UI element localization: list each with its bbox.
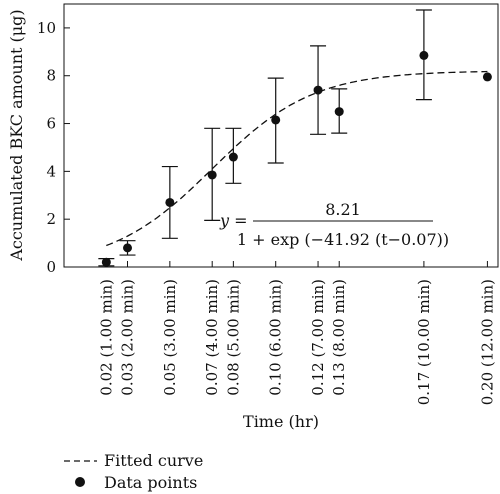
x-tick-label: 0.12 (7.00 min) [309, 279, 327, 396]
data-point [271, 115, 281, 125]
x-axis-title: Time (hr) [243, 412, 319, 431]
x-tick-label: 0.13 (8.00 min) [330, 279, 348, 396]
data-point [165, 197, 175, 207]
data-point [313, 85, 323, 95]
error-bars [98, 9, 432, 267]
y-tick-label: 8 [46, 67, 56, 85]
equation-numerator: 8.21 [325, 200, 361, 219]
y-tick-label: 6 [46, 115, 56, 133]
x-tick-label: 0.08 (5.00 min) [224, 279, 242, 396]
legend-filled-circle-icon [75, 477, 85, 487]
plot-area-frame [63, 3, 499, 268]
data-point [228, 152, 238, 162]
data-points [101, 50, 492, 267]
legend-label-data-points: Data points [104, 473, 197, 492]
x-axis-ticks: 0.02 (1.00 min) 0.03 (2.00 min) 0.05 (3.00… [97, 261, 496, 405]
data-point [419, 50, 429, 60]
y-tick-label: 4 [46, 162, 56, 180]
x-tick-label: 0.05 (3.00 min) [161, 279, 179, 396]
y-tick-label: 0 [46, 258, 56, 276]
equation-lhs: y = [219, 211, 248, 230]
y-tick-label: 2 [46, 210, 56, 228]
fitted-curve-line [106, 70, 488, 247]
legend: Fitted curve Data points [64, 451, 203, 492]
data-point [123, 243, 133, 253]
data-point [334, 107, 344, 117]
data-point [482, 72, 492, 82]
x-tick-label: 0.02 (1.00 min) [97, 279, 115, 396]
x-tick-label: 0.07 (4.00 min) [203, 279, 221, 396]
data-point [207, 170, 217, 180]
y-axis-title: Accumulated BKC amount (μg) [7, 9, 26, 261]
x-tick-label: 0.03 (2.00 min) [119, 279, 137, 396]
equation-denominator: 1 + exp (−41.92 (t−0.07)) [237, 230, 449, 249]
x-tick-label: 0.10 (6.00 min) [267, 279, 285, 396]
y-tick-label: 10 [37, 19, 56, 37]
x-tick-label: 0.20 (12.00 min) [478, 279, 496, 405]
fit-equation-annotation: y = 8.21 1 + exp (−41.92 (t−0.07)) [219, 200, 449, 249]
legend-label-fitted-curve: Fitted curve [104, 451, 203, 470]
y-axis-ticks: 0 2 4 6 8 10 [37, 19, 70, 276]
x-tick-label: 0.17 (10.00 min) [415, 279, 433, 405]
data-point [101, 257, 111, 267]
